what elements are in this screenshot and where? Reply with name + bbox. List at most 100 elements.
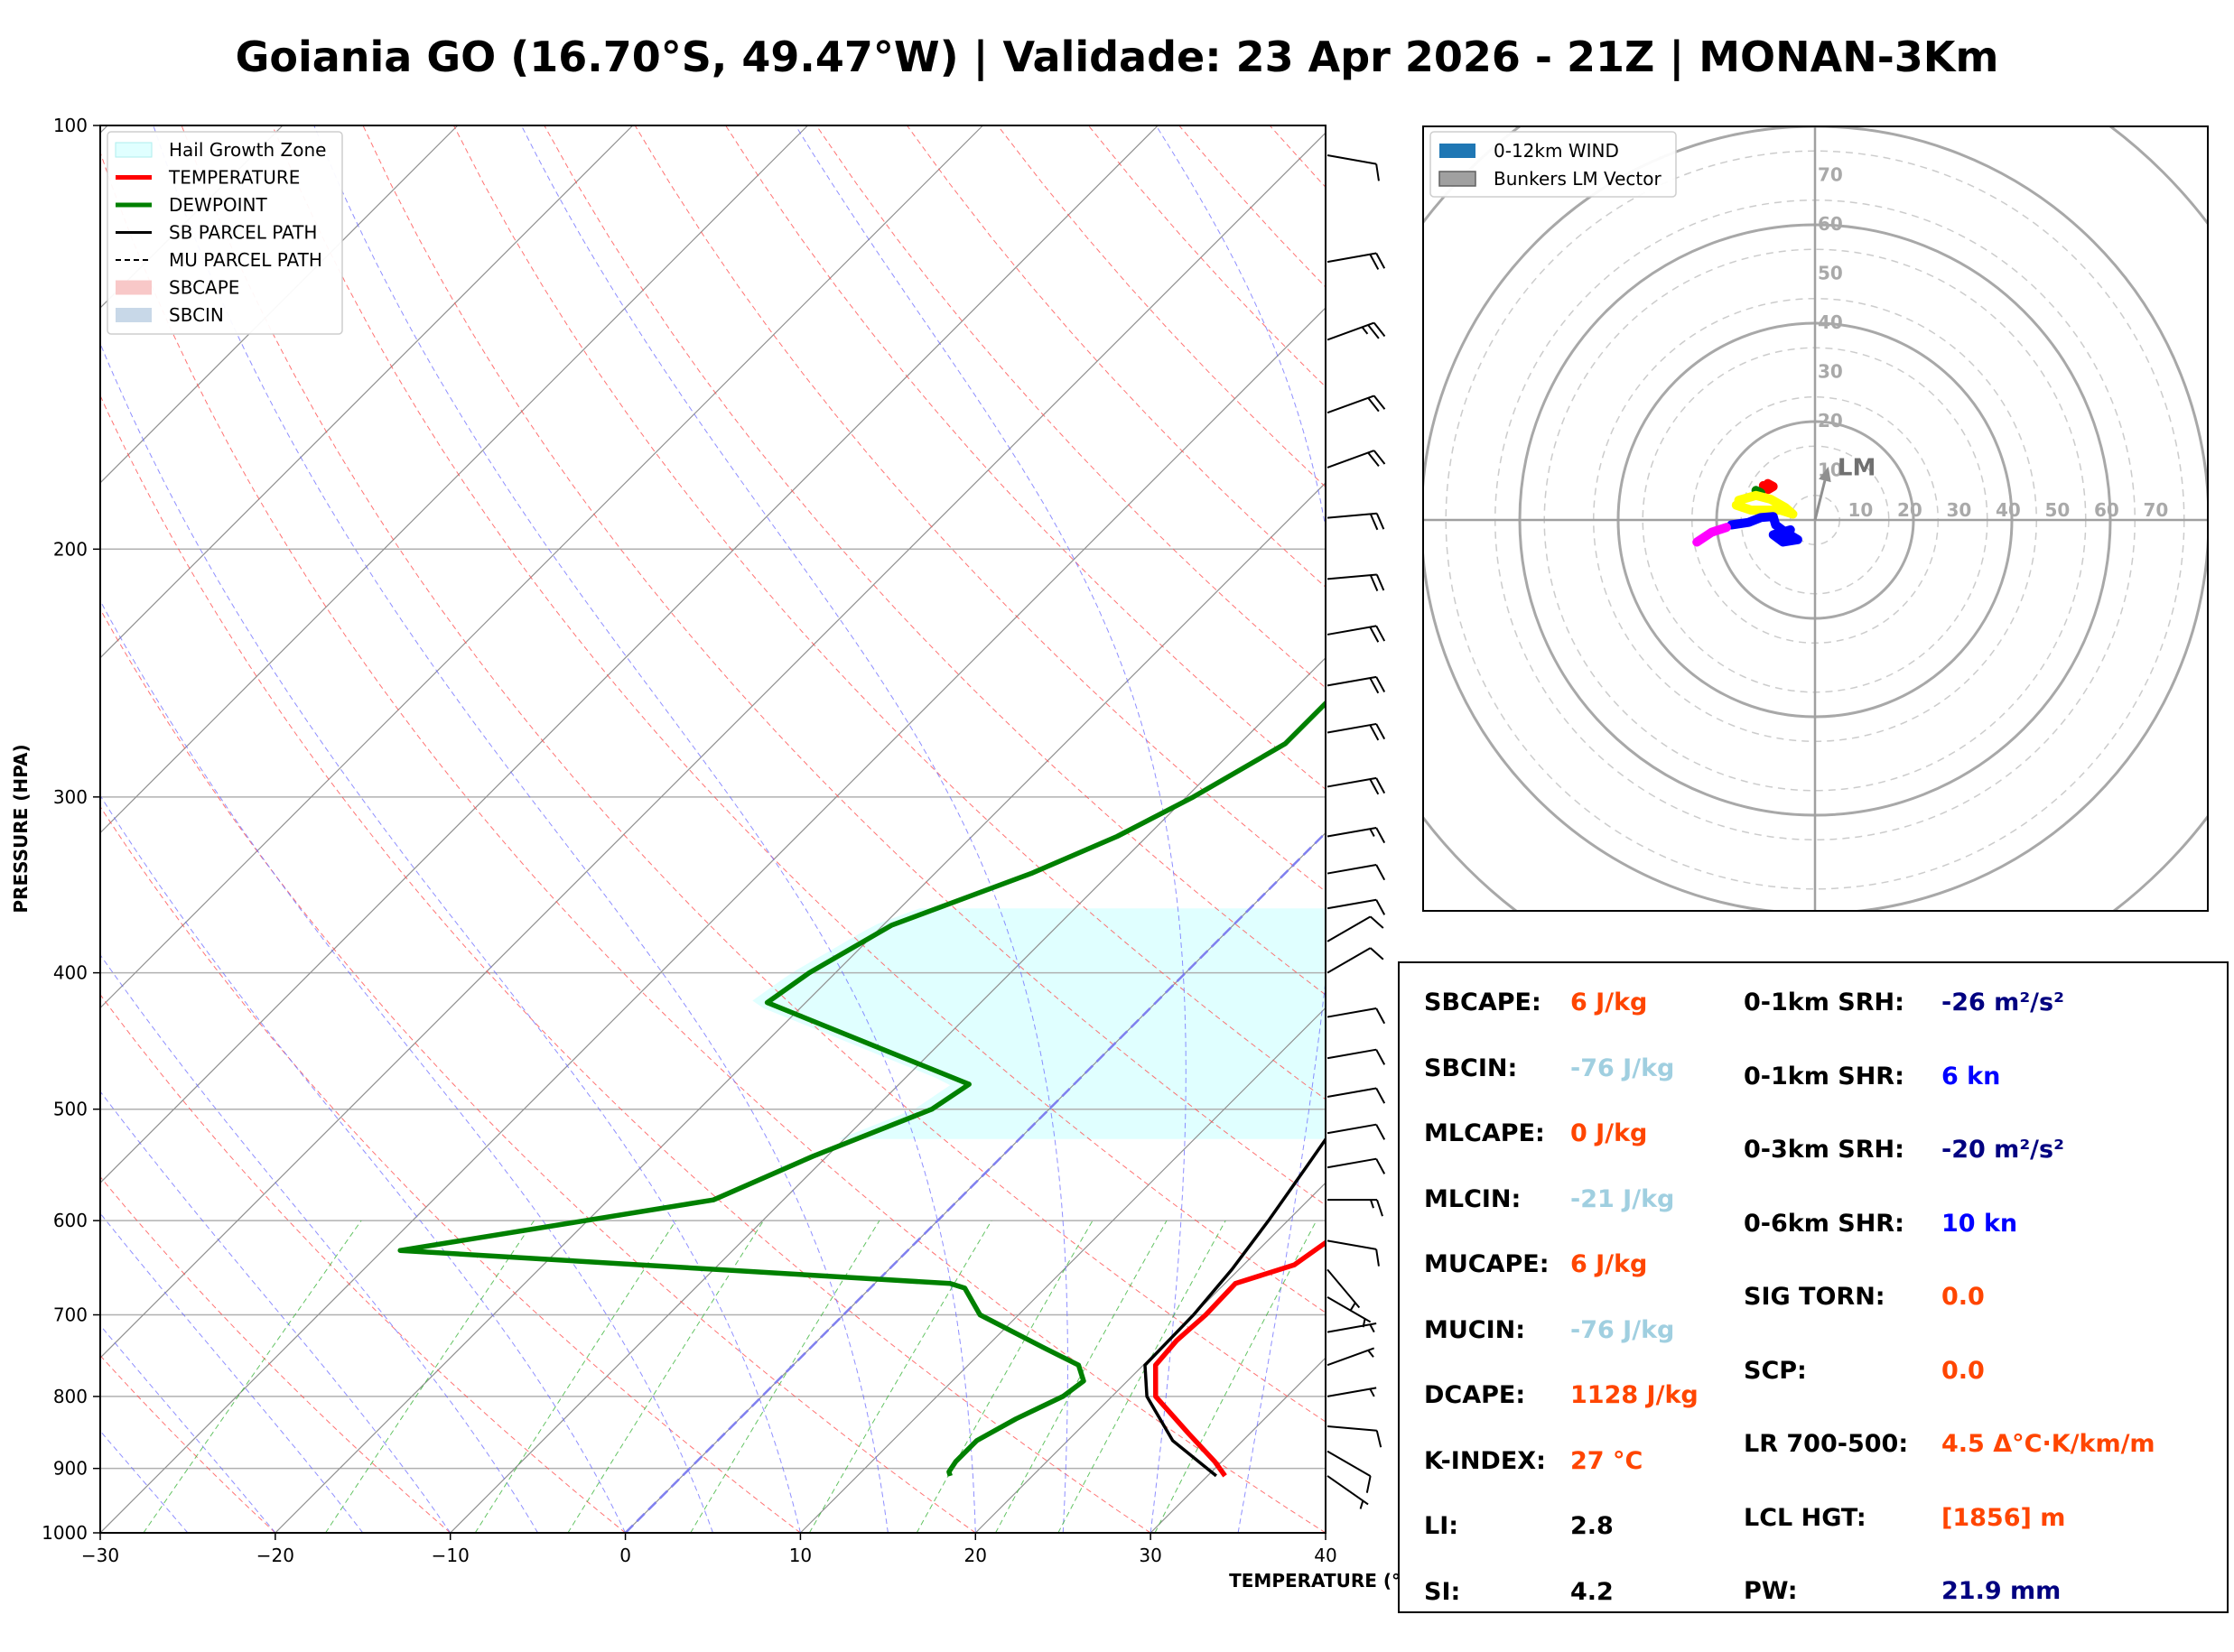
dry-adiabat (100, 1175, 451, 1533)
mixing-ratio-line (690, 1220, 880, 1533)
moist-adiabat (1155, 125, 1326, 1533)
param-label: 0-1km SHR: (1744, 1062, 1904, 1091)
x-tick-label: −10 (432, 1545, 470, 1566)
wind-barb-staff (1326, 512, 1377, 519)
wind-barb-flag (1369, 724, 1380, 741)
param-value: -20 m²/s² (1941, 1136, 2064, 1164)
mixing-ratio-line (567, 1220, 765, 1533)
hodo-ring-label: 50 (1818, 263, 1843, 284)
y-tick-label: 100 (53, 115, 88, 136)
dry-adiabat (452, 125, 1326, 1100)
param-value: 10 kn (1941, 1209, 2018, 1238)
moist-adiabat (100, 794, 627, 1533)
wind-barb (1326, 776, 1386, 795)
wind-barb-flag (1375, 1430, 1382, 1448)
hodo-wind-segment (1731, 490, 1798, 519)
wind-barb-staff (1326, 675, 1377, 687)
wind-barb-half-flag (1369, 1323, 1375, 1333)
legend-label: SBCIN (169, 304, 224, 326)
wind-barb (1326, 1048, 1386, 1065)
wind-barb-staff (1326, 1087, 1377, 1099)
param-value: 1128 J/kg (1570, 1381, 1699, 1409)
legend-swatch-sbcin (116, 308, 152, 322)
dry-adiabat (362, 125, 1326, 1206)
wind-barb-half-flag (1369, 1388, 1375, 1397)
wind-barb-staff (1326, 321, 1375, 341)
wind-barb-flag (1375, 899, 1386, 915)
param-value: 4.5 Δ°C·K/km/m (1941, 1430, 2155, 1458)
moist-adiabat (100, 1324, 276, 1533)
dry-adiabat (815, 125, 1326, 689)
wind-barb-flag (1375, 574, 1385, 591)
param-label: LI: (1424, 1512, 1459, 1540)
hodo-ring-label: 20 (1818, 410, 1843, 432)
wind-barb-staff (1326, 1425, 1377, 1432)
legend-swatch-sbcape (116, 280, 152, 295)
isotherm (100, 125, 459, 484)
wind-barb (1326, 573, 1385, 591)
wind-barb (1326, 1387, 1377, 1397)
param-label: 0-1km SRH: (1744, 988, 1904, 1016)
isotherm (275, 482, 1326, 1533)
param-label: MUCAPE: (1424, 1250, 1550, 1278)
wind-barb-half-flag (1361, 326, 1369, 335)
moist-adiabat (100, 342, 801, 1533)
param-value: 6 J/kg (1570, 1250, 1648, 1278)
wind-barb-staff (1326, 1268, 1361, 1309)
wind-barb-staff (1326, 1048, 1377, 1060)
wind-barb (1326, 1087, 1386, 1104)
param-value: 4.2 (1570, 1577, 1614, 1606)
x-tick-label: 40 (1314, 1545, 1336, 1566)
wind-barb-flag (1375, 1158, 1386, 1174)
wind-barb-flag (1369, 915, 1384, 929)
wind-barb-staff (1326, 864, 1377, 875)
wind-barb (1326, 675, 1386, 694)
wind-barb (1326, 722, 1386, 741)
param-value: [1856] m (1941, 1503, 2066, 1532)
y-tick-label: 800 (53, 1386, 88, 1407)
hodo-axis-label: 10 (1848, 499, 1874, 521)
mixing-ratio-line (1057, 1220, 1226, 1533)
isotherm (100, 125, 1159, 1184)
isotherm (974, 1182, 1326, 1533)
param-label: 0-3km SRH: (1744, 1136, 1904, 1164)
x-tick-label: 20 (964, 1545, 987, 1566)
hodo-legend-box (1429, 131, 1677, 198)
wind-barb-half-flag (1362, 1318, 1366, 1328)
param-label: DCAPE: (1424, 1381, 1526, 1409)
wind-barb-flag (1375, 827, 1386, 844)
wind-barb-flag (1375, 1248, 1380, 1267)
wind-barb-staff (1326, 1007, 1377, 1018)
wind-barb-flag (1369, 626, 1380, 643)
wind-barb (1326, 947, 1384, 974)
moist-adiabat (100, 1430, 189, 1533)
wind-barb-flag (1369, 574, 1379, 591)
wind-barb-flag (1375, 513, 1385, 530)
y-tick-label: 200 (53, 538, 88, 560)
wind-barb-half-flag (1359, 1500, 1364, 1509)
wind-barb-half-flag (1367, 1350, 1374, 1358)
wind-barb-staff (1326, 947, 1372, 974)
wind-barb (1326, 1123, 1386, 1140)
wind-barb-staff (1326, 394, 1375, 414)
bunkers-lm-vector (1813, 480, 1827, 521)
mixing-ratio-line (995, 1220, 1168, 1533)
hodo-axis-label: 70 (2144, 499, 2169, 521)
param-value: 21.9 mm (1941, 1577, 2062, 1605)
wind-barb (1326, 1239, 1380, 1267)
wind-barb (1326, 1323, 1377, 1333)
param-value: 6 kn (1941, 1062, 2001, 1091)
wind-barb-staff (1326, 776, 1377, 788)
wind-barb-flag (1375, 1049, 1386, 1065)
wind-barb-flag (1375, 253, 1386, 269)
x-axis-label: TEMPERATURE (°C) (1229, 1570, 1422, 1592)
hodograph-frame (1422, 125, 2209, 912)
skewt-legend-box (107, 131, 343, 335)
moist-adiabat (100, 1212, 364, 1533)
param-value: -76 J/kg (1570, 1315, 1675, 1344)
wind-barb-flag (1375, 625, 1386, 642)
dry-adiabat (100, 394, 1151, 1533)
wind-barb (1327, 1199, 1383, 1217)
